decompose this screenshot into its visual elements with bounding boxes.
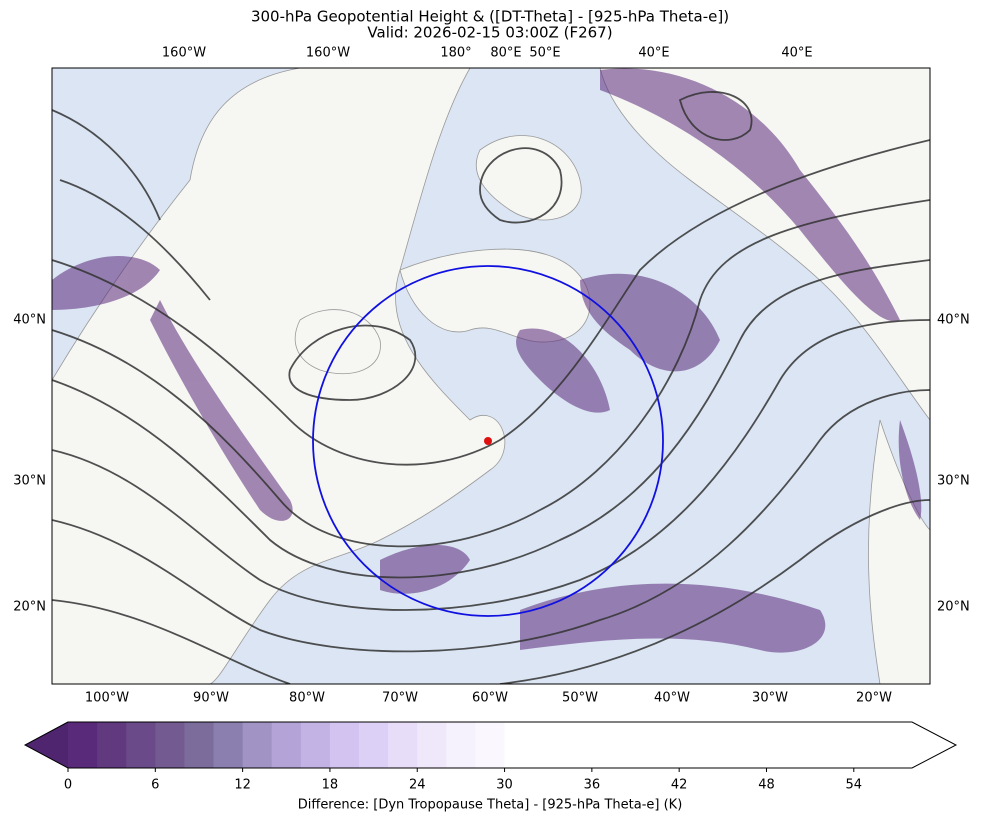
bottom-lon-label: 40°W (654, 691, 690, 706)
colorbar-outline (23, 721, 958, 769)
bottom-lon-label: 100°W (85, 691, 129, 706)
colorbar-bin (329, 722, 360, 768)
colorbar-tick-label: 48 (758, 778, 775, 793)
left-lat-label: 40°N (13, 313, 46, 328)
bottom-lon-label: 60°W (472, 691, 508, 706)
colorbar-tick-label: 54 (846, 778, 863, 793)
colorbar-bin (388, 722, 418, 768)
colorbar-label: Difference: [Dyn Tropopause Theta] - [92… (298, 798, 683, 813)
title: 300-hPa Geopotential Height & ([DT-Theta… (251, 8, 729, 26)
top-lon-label: 40°E (638, 46, 669, 61)
top-lon-label: 40°E (781, 46, 812, 61)
bottom-lon-label: 70°W (382, 691, 418, 706)
colorbar-tick-label: 24 (409, 778, 426, 793)
colorbar-bin (126, 722, 156, 768)
colorbar-under (25, 722, 68, 768)
top-lon-label: 180° (440, 46, 471, 61)
right-lat-label: 30°N (937, 474, 970, 489)
colorbar-bin (213, 722, 244, 768)
map (52, 68, 930, 684)
colorbar-tick-label: 6 (151, 778, 159, 793)
colorbar-over (912, 722, 956, 768)
bottom-lon-label: 20°W (856, 691, 892, 706)
colorbar-bin (417, 722, 447, 768)
colorbar-bin (300, 722, 331, 768)
top-lon-label: 50°E (529, 46, 560, 61)
colorbar-tick-label: 0 (64, 778, 72, 793)
colorbar-bin (68, 722, 98, 768)
top-lon-label: 80°E (490, 46, 521, 61)
left-lat-label: 20°N (13, 600, 46, 615)
colorbar-bin (97, 722, 127, 768)
colorbar-bin (446, 722, 476, 768)
colorbar-bin (271, 722, 302, 768)
bottom-lon-label: 50°W (562, 691, 598, 706)
colorbar-tick-label: 12 (234, 778, 251, 793)
left-lat-label: 30°N (13, 474, 46, 489)
colorbar-tick-label: 36 (584, 778, 601, 793)
colorbar-bin (184, 722, 215, 768)
top-lon-label: 160°W (162, 46, 206, 61)
colorbar-bin (475, 722, 506, 768)
colorbar-tick-label: 42 (671, 778, 688, 793)
colorbar-bin (359, 722, 389, 768)
colorbar-bin (504, 722, 913, 768)
colorbar-tick-label: 18 (322, 778, 339, 793)
right-lat-label: 40°N (937, 313, 970, 328)
bottom-lon-label: 30°W (752, 691, 788, 706)
bottom-lon-label: 80°W (289, 691, 325, 706)
colorbar-tick-label: 30 (496, 778, 513, 793)
right-lat-label: 20°N (937, 600, 970, 615)
top-lon-label: 160°W (306, 46, 350, 61)
subtitle: Valid: 2026-02-15 03:00Z (F267) (367, 24, 612, 42)
bottom-lon-label: 90°W (193, 691, 229, 706)
colorbar-bin (155, 722, 185, 768)
colorbar-bin (242, 722, 273, 768)
